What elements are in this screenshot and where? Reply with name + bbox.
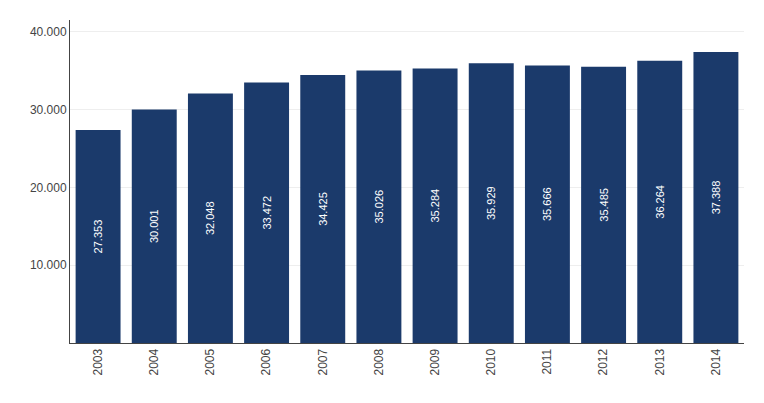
svg-text:2004: 2004 xyxy=(147,348,161,375)
svg-text:33.472: 33.472 xyxy=(261,196,273,230)
svg-text:10.000: 10.000 xyxy=(30,258,67,272)
svg-text:2011: 2011 xyxy=(540,348,554,374)
svg-text:35.485: 35.485 xyxy=(598,188,610,222)
svg-text:2010: 2010 xyxy=(484,348,498,375)
svg-text:35.929: 35.929 xyxy=(485,186,497,220)
svg-text:2008: 2008 xyxy=(372,348,386,375)
svg-text:2009: 2009 xyxy=(428,348,442,375)
svg-text:2014: 2014 xyxy=(709,348,723,375)
svg-text:2006: 2006 xyxy=(259,348,273,375)
svg-text:37.388: 37.388 xyxy=(710,181,722,215)
svg-text:2007: 2007 xyxy=(316,348,330,375)
svg-text:30.001: 30.001 xyxy=(148,209,160,243)
svg-text:2013: 2013 xyxy=(653,348,667,375)
svg-text:36.264: 36.264 xyxy=(654,185,666,219)
svg-text:2005: 2005 xyxy=(203,348,217,375)
svg-text:30.000: 30.000 xyxy=(30,103,67,117)
svg-text:40.000: 40.000 xyxy=(30,25,67,39)
svg-text:2012: 2012 xyxy=(596,348,610,375)
svg-text:27.353: 27.353 xyxy=(92,220,104,254)
svg-text:20.000: 20.000 xyxy=(30,181,67,195)
svg-text:35.666: 35.666 xyxy=(541,187,553,221)
svg-text:35.284: 35.284 xyxy=(429,189,441,223)
svg-text:34.425: 34.425 xyxy=(317,192,329,226)
svg-text:32.048: 32.048 xyxy=(204,201,216,235)
svg-text:35.026: 35.026 xyxy=(373,190,385,224)
svg-text:2003: 2003 xyxy=(91,348,105,375)
